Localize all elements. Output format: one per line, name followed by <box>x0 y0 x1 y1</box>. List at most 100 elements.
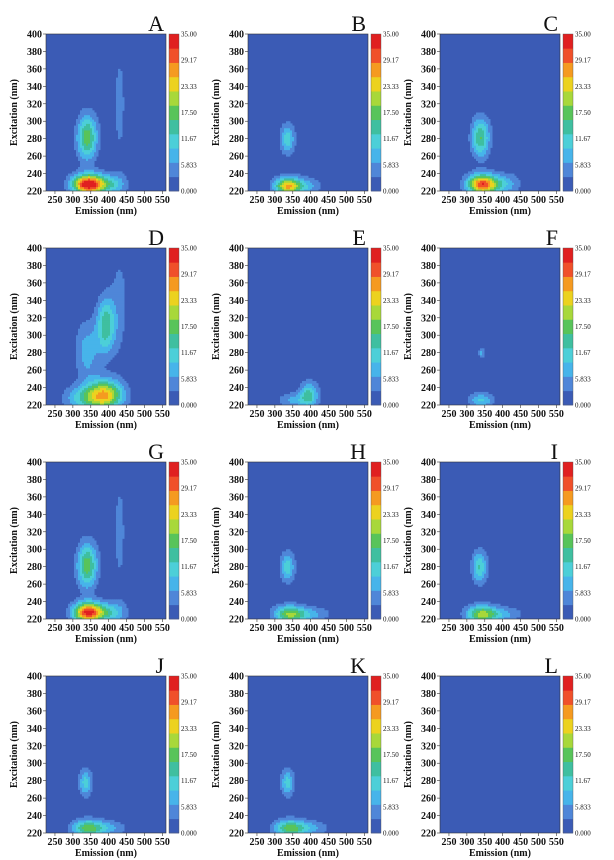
contour-cell <box>90 592 93 596</box>
y-tick-label: 380 <box>229 261 244 272</box>
y-tick-label: 320 <box>27 313 42 324</box>
colorbar-tick-label: 35.00 <box>575 245 591 253</box>
contour-cell <box>92 612 95 616</box>
contour-cell <box>82 536 85 539</box>
contour-cell <box>110 330 113 334</box>
contour-cell <box>78 143 81 146</box>
contour-cell <box>94 169 97 172</box>
x-tick-label: 350 <box>83 409 98 420</box>
contour-cell <box>462 184 465 188</box>
contour-cell <box>98 402 101 405</box>
contour-cell <box>478 121 481 124</box>
contour-cell <box>74 383 77 386</box>
contour-cell <box>292 394 295 397</box>
contour-cell <box>98 365 101 369</box>
contour-cell <box>88 612 91 616</box>
contour-cell <box>272 182 275 185</box>
contour-cell <box>470 132 473 135</box>
colorbar-segment <box>371 133 381 149</box>
contour-cell <box>298 610 301 613</box>
contour-cell <box>92 824 95 827</box>
contour-cell <box>76 610 79 613</box>
contour-cell <box>470 614 473 618</box>
contour-cell <box>502 612 505 616</box>
colorbar-segment <box>371 105 381 121</box>
contour-cell <box>478 167 481 170</box>
contour-cell <box>90 324 93 327</box>
contour-cell <box>286 136 289 140</box>
contour-cell <box>88 156 91 159</box>
contour-cell <box>120 509 123 513</box>
contour-cell <box>472 566 475 570</box>
contour-cell <box>492 398 495 402</box>
contour-cell <box>482 158 485 161</box>
contour-cell <box>72 387 75 391</box>
contour-cell <box>120 520 123 524</box>
contour-cell <box>94 577 97 581</box>
y-tick-label: 280 <box>421 348 436 359</box>
contour-cell <box>280 398 283 402</box>
contour-cell <box>290 134 293 137</box>
contour-cell <box>474 603 477 607</box>
contour-cell <box>88 568 91 572</box>
contour-cell <box>84 571 87 574</box>
contour-cell <box>120 560 123 563</box>
contour-cell <box>88 577 91 581</box>
colorbar-tick-label: 23.33 <box>181 725 197 733</box>
contour-cell <box>106 339 109 343</box>
contour-cell <box>300 394 303 397</box>
contour-cell <box>94 324 97 327</box>
contour-cell <box>82 564 85 568</box>
contour-cell <box>474 575 477 579</box>
contour-cell <box>88 385 91 389</box>
contour-cell <box>118 516 121 520</box>
contour-cell <box>116 311 119 314</box>
contour-cell <box>478 140 481 144</box>
contour-cell <box>78 359 81 362</box>
contour-cell <box>108 180 111 183</box>
contour-cell <box>82 337 85 341</box>
contour-cell <box>478 134 481 137</box>
contour-cell <box>490 180 493 183</box>
contour-cell <box>488 169 491 172</box>
contour-cell <box>304 184 307 188</box>
contour-cell <box>88 549 91 552</box>
contour-cell <box>502 186 505 190</box>
contour-cell <box>484 610 487 613</box>
contour-cell <box>96 378 99 382</box>
contour-cell <box>88 132 91 135</box>
contour-cell <box>96 819 99 823</box>
contour-cell <box>80 158 83 161</box>
contour-cell <box>124 394 127 397</box>
contour-cell <box>120 177 123 181</box>
contour-cell <box>76 608 79 611</box>
contour-cell <box>478 112 481 116</box>
contour-cell <box>78 826 81 830</box>
contour-cell <box>80 562 83 565</box>
contour-cell <box>478 584 481 587</box>
contour-cell <box>488 134 491 137</box>
y-tick-label: 340 <box>229 510 244 521</box>
contour-cell <box>116 81 119 85</box>
contour-cell <box>480 140 483 144</box>
contour-cell <box>482 136 485 140</box>
contour-cell <box>104 173 107 177</box>
contour-cell <box>466 614 469 618</box>
contour-cell <box>484 601 487 605</box>
contour-cell <box>92 149 95 153</box>
contour-cell <box>516 610 519 613</box>
contour-cell <box>68 610 71 613</box>
contour-cell <box>318 610 321 613</box>
plot-background <box>46 34 166 191</box>
contour-cell <box>106 324 109 327</box>
contour-cell <box>116 298 119 301</box>
contour-cell <box>112 298 115 301</box>
contour-cell <box>106 180 109 183</box>
contour-cell <box>514 616 517 619</box>
contour-cell <box>98 372 101 375</box>
contour-cell <box>116 173 119 177</box>
contour-cell <box>286 145 289 148</box>
contour-cell <box>110 188 113 191</box>
contour-cell <box>86 551 89 555</box>
contour-cell <box>90 780 93 784</box>
